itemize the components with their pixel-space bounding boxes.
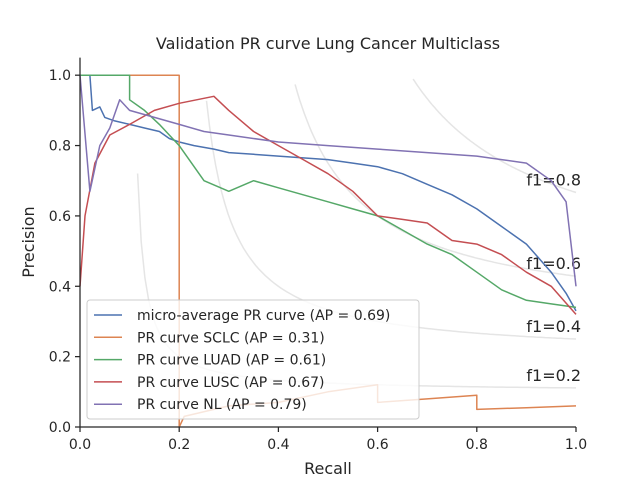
y-ticks: 0.0 0.2 0.4 0.6 0.8 1.0 <box>49 68 80 436</box>
legend-entry: PR curve NL (AP = 0.79) <box>137 397 307 413</box>
x-axis-label: Recall <box>304 459 352 478</box>
x-tick-label: 0.0 <box>69 437 91 453</box>
x-ticks: 0.0 0.2 0.4 0.6 0.8 1.0 <box>69 427 587 453</box>
legend-box <box>86 299 420 420</box>
y-tick-label: 1.0 <box>49 68 71 84</box>
y-tick-label: 0.6 <box>49 209 71 225</box>
chart-title: Validation PR curve Lung Cancer Multicla… <box>156 34 500 53</box>
x-tick-label: 0.4 <box>267 437 289 453</box>
series-line <box>79 95 577 315</box>
y-tick-label: 0.4 <box>49 279 71 295</box>
iso-f1-label: f1=0.4 <box>526 317 581 336</box>
legend: micro-average PR curve (AP = 0.69) PR cur… <box>86 299 420 420</box>
iso-f1-curve <box>412 78 577 194</box>
iso-f1-label: f1=0.2 <box>526 366 581 385</box>
iso-f1-label: f1=0.8 <box>526 170 581 189</box>
iso-f1-curve <box>294 84 577 277</box>
series-line <box>80 74 577 312</box>
y-tick-label: 0.8 <box>49 139 71 155</box>
legend-entry: PR curve LUAD (AP = 0.61) <box>137 353 326 369</box>
x-tick-label: 0.6 <box>366 437 388 453</box>
y-tick-label: 0.0 <box>49 420 71 436</box>
legend-entry: PR curve LUSC (AP = 0.67) <box>137 375 325 391</box>
legend-entry: micro-average PR curve (AP = 0.69) <box>137 308 390 324</box>
y-tick-label: 0.2 <box>49 350 71 366</box>
x-tick-label: 0.8 <box>466 437 488 453</box>
x-tick-label: 1.0 <box>565 437 587 453</box>
x-tick-label: 0.2 <box>168 437 190 453</box>
series-line <box>79 75 577 287</box>
series-lines <box>79 74 577 428</box>
legend-entry: PR curve SCLC (AP = 0.31) <box>137 330 325 346</box>
y-axis-label: Precision <box>19 206 38 277</box>
